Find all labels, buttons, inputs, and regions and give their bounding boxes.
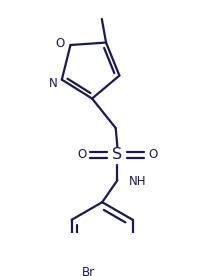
Text: N: N: [49, 76, 57, 89]
Text: O: O: [55, 37, 65, 50]
Text: NH: NH: [129, 176, 146, 189]
Text: O: O: [77, 148, 86, 161]
Text: O: O: [147, 148, 157, 161]
Text: S: S: [112, 147, 122, 163]
Text: Br: Br: [82, 267, 95, 276]
